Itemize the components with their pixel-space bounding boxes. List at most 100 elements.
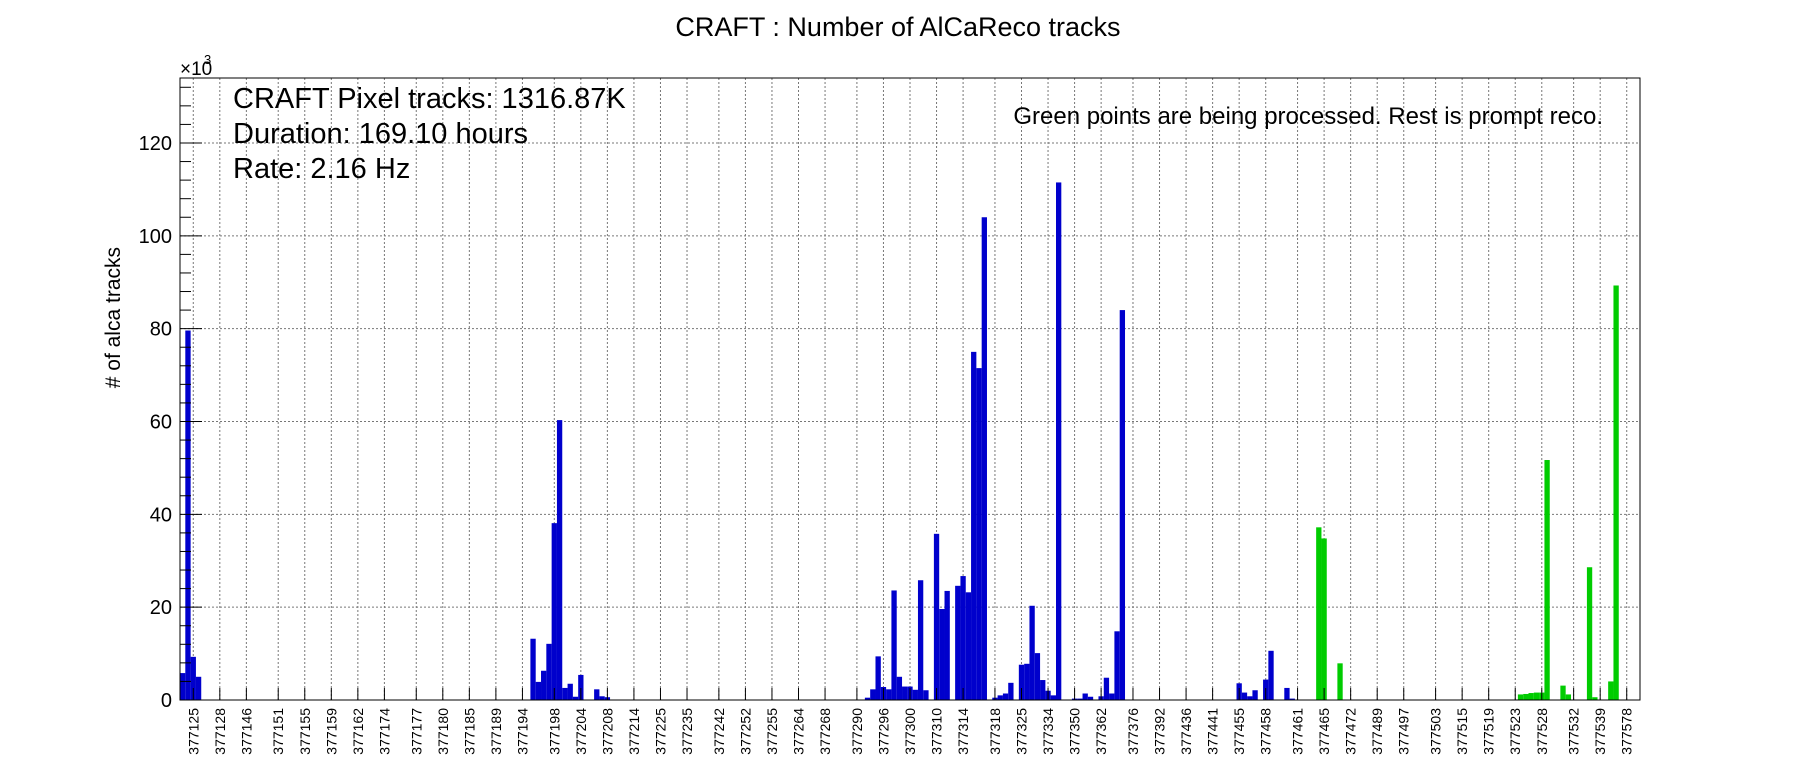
x-tick-label: 377334 <box>1040 708 1056 755</box>
x-tick-label: 377362 <box>1093 708 1109 755</box>
bar-prompt <box>1284 687 1290 700</box>
x-tick-label: 377523 <box>1507 708 1523 755</box>
bar-prompt <box>556 420 563 700</box>
y-tick-label: 80 <box>150 319 172 341</box>
x-tick-label: 377318 <box>987 708 1003 755</box>
x-tick-label: 377255 <box>764 708 780 755</box>
x-tick-label: 377125 <box>185 708 201 755</box>
x-tick-label: 377436 <box>1178 708 1194 755</box>
bar-prompt <box>599 696 605 700</box>
bar-prompt <box>939 609 945 700</box>
y-tick-label: 60 <box>150 411 172 433</box>
bar-prompt <box>1103 677 1110 700</box>
bar-prompt <box>195 676 202 700</box>
bar-prompt <box>551 523 557 700</box>
bar-prompt <box>923 690 929 700</box>
x-tick-label: 377461 <box>1290 708 1306 755</box>
bar-prompt <box>891 590 897 700</box>
x-tick-label: 377194 <box>514 708 530 755</box>
x-tick-label: 377151 <box>270 708 286 755</box>
bar-processing <box>1560 685 1566 700</box>
x-tick-label: 377185 <box>461 708 477 755</box>
x-tick-label: 377252 <box>737 708 753 755</box>
bar-prompt <box>960 576 966 700</box>
x-tick-label: 377155 <box>297 708 313 755</box>
bar-processing <box>1565 694 1571 700</box>
bar-processing <box>1528 693 1534 700</box>
x-tick-label: 377532 <box>1566 708 1582 755</box>
x-tick-label: 377128 <box>212 708 228 755</box>
x-tick-label: 377497 <box>1396 708 1412 755</box>
y-tick-label: 0 <box>161 690 172 712</box>
x-tick-label: 377159 <box>323 708 339 755</box>
x-tick-label: 377489 <box>1369 708 1385 755</box>
y-tick-label: 40 <box>150 504 172 526</box>
x-tick-label: 377515 <box>1454 708 1470 755</box>
x-tick-label: 377458 <box>1258 708 1274 755</box>
bar-prompt <box>965 592 972 700</box>
x-tick-label: 377519 <box>1481 708 1497 755</box>
x-tick-label: 377146 <box>238 708 254 755</box>
bar-prompt <box>1018 664 1025 700</box>
bar-processing <box>1316 527 1322 700</box>
bar-prompt <box>1077 698 1083 700</box>
y-multiplier-exponent: 3 <box>204 52 211 67</box>
x-tick-label: 377465 <box>1316 708 1332 755</box>
axes: 0 20 40 60 80 100 120 377125 377128 377146 377151 3… <box>139 86 1635 755</box>
bar-prompt <box>535 681 542 700</box>
x-tick-label: 377455 <box>1231 708 1247 755</box>
bar-prompt <box>546 643 552 700</box>
bar-prompt <box>933 533 940 700</box>
bar-prompt <box>1082 693 1088 700</box>
x-tick-label: 377314 <box>955 708 971 755</box>
bar-prompt <box>1119 310 1126 700</box>
processing-note: Green points are being processed. Rest i… <box>1013 103 1603 130</box>
bar-prompt <box>1029 605 1035 700</box>
bar-prompt <box>594 689 600 700</box>
bar-prompt <box>541 670 547 700</box>
bar-processing <box>1321 538 1327 700</box>
bar-prompt <box>955 585 961 700</box>
bar-prompt <box>1008 682 1014 700</box>
y-tick-label: 100 <box>139 226 172 248</box>
y-tick-label: 20 <box>150 597 172 619</box>
bar-prompt <box>896 676 903 700</box>
x-tick-label: 377350 <box>1067 708 1083 755</box>
bar-prompt <box>912 689 918 700</box>
bar-prompt <box>180 673 186 700</box>
bar-processing <box>1608 681 1614 700</box>
x-tick-label: 377296 <box>875 708 891 755</box>
y-axis-label: # of alca tracks <box>102 247 125 388</box>
bar-prompt <box>1114 631 1120 700</box>
stats-line-3: Rate: 2.16 Hz <box>233 153 410 185</box>
x-tick-label: 377189 <box>488 708 504 755</box>
x-tick-label: 377528 <box>1534 708 1550 755</box>
x-tick-label: 377162 <box>350 708 366 755</box>
bar-prompt <box>1056 182 1062 700</box>
x-tick-label: 377290 <box>849 708 865 755</box>
bar-prompt <box>971 351 977 700</box>
bar-prompt <box>190 656 196 700</box>
bar-prompt <box>944 590 950 700</box>
x-tick-label: 377174 <box>376 708 392 755</box>
bar-prompt <box>1268 650 1274 700</box>
x-tick-label: 377204 <box>573 708 589 755</box>
x-tick-label: 377208 <box>599 708 615 755</box>
y-multiplier: ×10 3 <box>180 52 212 80</box>
x-tick-label: 377539 <box>1592 708 1608 755</box>
x-tick-label: 377300 <box>902 708 918 755</box>
bar-prompt <box>886 689 892 700</box>
x-tick-label: 377578 <box>1619 708 1635 755</box>
bar-prompt <box>567 683 573 700</box>
bar-processing <box>1592 697 1598 700</box>
x-tick-label: 377392 <box>1152 708 1168 755</box>
bar-prompt <box>1002 693 1009 700</box>
bar-prompt <box>864 697 871 700</box>
bar-prompt <box>562 687 568 700</box>
y-tick-label: 120 <box>139 133 172 155</box>
stats-line-1: CRAFT Pixel tracks: 1316.87K <box>233 83 626 115</box>
bar-processing <box>1586 567 1593 700</box>
bar-prompt <box>902 686 908 700</box>
bar-prompt <box>870 689 876 700</box>
stats-line-2: Duration: 169.10 hours <box>233 118 528 150</box>
